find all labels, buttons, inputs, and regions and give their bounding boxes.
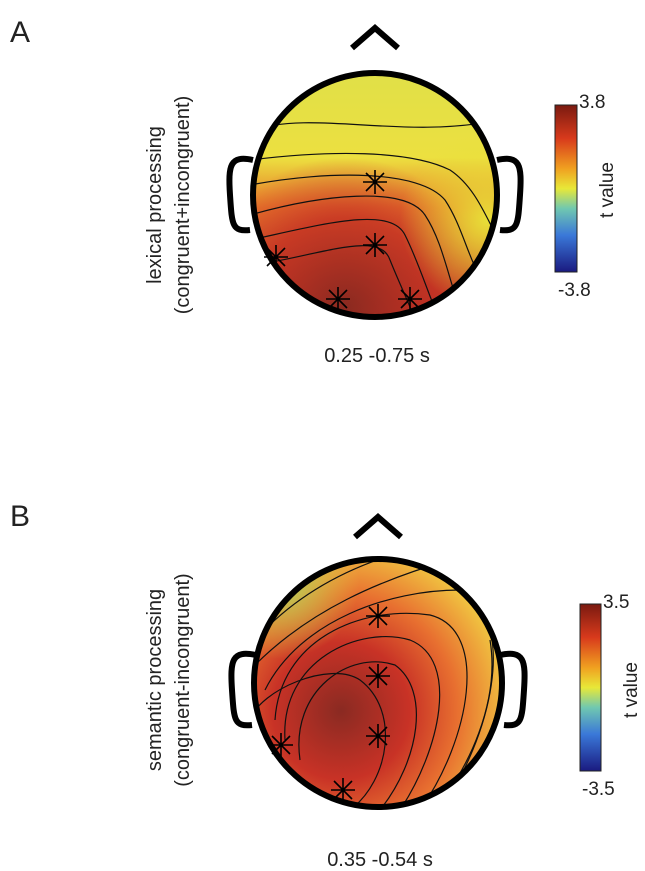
y-label: (congruent+incongruent) [172, 96, 194, 314]
colorbar-min: -3.5 [582, 779, 615, 800]
colorbar [579, 603, 602, 772]
panel-label: B [10, 500, 30, 533]
colorbar-max: 3.8 [579, 92, 605, 113]
time-window: 0.25 -0.75 s [324, 345, 430, 367]
colorbar-max: 3.5 [603, 592, 629, 613]
colorbar [554, 104, 578, 273]
colorbar-label: t value [597, 162, 618, 218]
topo-map [254, 559, 502, 807]
panel-a: A lexical processing (congruent+incongru… [10, 16, 618, 367]
y-label: (congruent-incongruent) [172, 573, 194, 786]
panel-label: A [10, 16, 30, 49]
y-label: semantic processing [144, 589, 166, 771]
colorbar-min: -3.8 [558, 280, 591, 301]
y-label: lexical processing [144, 126, 166, 284]
panel-b: B semantic processing (congruent-incongr… [10, 500, 642, 871]
colorbar-label: t value [621, 662, 642, 718]
topo-map [253, 73, 497, 317]
time-window: 0.35 -0.54 s [327, 849, 433, 871]
